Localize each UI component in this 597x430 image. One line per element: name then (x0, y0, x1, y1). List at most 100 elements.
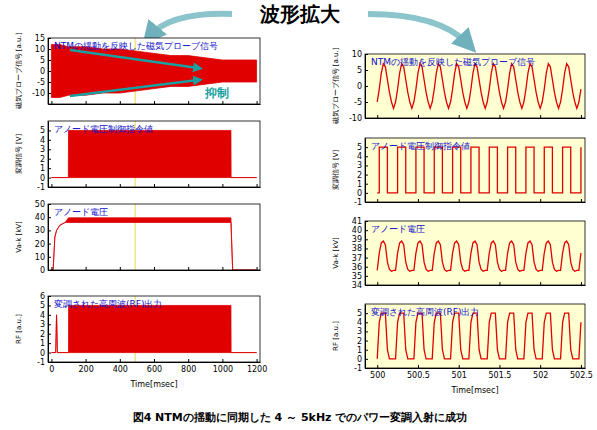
x-tick-mark (459, 115, 460, 118)
y-tick: 5 (40, 301, 51, 310)
y-axis-title: 磁気プローブ信号 [a.u.] (332, 47, 340, 125)
x-tick-mark (581, 115, 582, 118)
y-tick: 5 (357, 66, 368, 75)
y-tick-mark (365, 248, 368, 249)
y-axis: 01020304050 (35, 200, 51, 275)
x-tick (459, 199, 460, 202)
x-tick: 400 (113, 359, 128, 374)
panel-title: アノード電圧 (54, 207, 108, 217)
x-tick-mark (581, 199, 582, 202)
y-tick: 4 (357, 152, 368, 161)
plot-background (48, 38, 260, 104)
y-tick-mark (48, 257, 51, 258)
x-tick-mark (188, 267, 189, 270)
y-tick-label: 4 (357, 318, 362, 327)
y-tick-mark (365, 102, 368, 103)
plot-frame (48, 121, 260, 187)
y-tick-label: 1 (357, 180, 362, 189)
y-tick: -10 (32, 89, 51, 98)
x-tick-mark (581, 365, 582, 368)
x-axis (49, 101, 261, 105)
panel: -1012345500500.5501501.5502502.5変調された高周波… (332, 304, 593, 395)
x-tick (86, 267, 87, 270)
y-tick-mark (48, 168, 51, 169)
y-tick: -10 (349, 114, 368, 123)
x-tick-label: 200 (78, 365, 93, 374)
y-tick-label: -1 (37, 183, 45, 192)
y-tick-label: 20 (35, 240, 45, 249)
x-tick (459, 282, 460, 285)
panel-title: 変調された高周波(RF)出力 (54, 299, 162, 309)
x-tick-mark (222, 184, 223, 187)
signal-line (377, 147, 581, 193)
y-tick-label: 0 (40, 67, 45, 76)
x-tick: 200 (78, 359, 93, 374)
x-tick: 0 (49, 359, 54, 374)
y-tick-label: 5 (40, 301, 45, 310)
plot-background (365, 304, 585, 368)
y-tick-mark (365, 239, 368, 240)
plot-frame (365, 138, 585, 202)
x-axis-line (366, 368, 586, 369)
panel-title: NTMの揺動を反映した磁気プローブ信号 (54, 41, 218, 51)
panel-title: NTMの揺動を反映した磁気プローブ信号 (371, 57, 535, 67)
plot-frame (48, 296, 260, 362)
x-tick-mark (418, 115, 419, 118)
x-tick-mark (120, 101, 121, 104)
y-tick: 0 (357, 355, 368, 364)
x-tick-mark (418, 282, 419, 285)
x-tick (418, 199, 419, 202)
x-axis-title: Time[msec] (129, 380, 177, 389)
x-tick-mark (120, 184, 121, 187)
y-tick: 5 (40, 56, 51, 65)
x-tick (377, 282, 378, 285)
y-axis-title: 磁気プローブ信号 [a.u.] (15, 32, 23, 110)
panel-title: 変調された高周波(RF)出力 (371, 307, 479, 317)
y-tick-label: 2 (40, 155, 45, 164)
x-axis-line (366, 285, 586, 286)
y-tick-label: 2 (357, 337, 362, 346)
y-tick-label: -5 (354, 98, 362, 107)
y-tick: 0 (40, 174, 51, 183)
y-tick: 50 (35, 200, 51, 209)
annotation: 抑制 (204, 86, 229, 100)
y-tick-mark (365, 341, 368, 342)
x-tick-mark (51, 184, 52, 187)
x-axis-line (49, 270, 261, 271)
signal-line (377, 64, 581, 109)
y-tick-mark (365, 230, 368, 231)
panel-title: アノード電圧制御指令値 (54, 124, 153, 134)
x-axis-line (49, 362, 261, 363)
y-tick-mark (48, 230, 51, 231)
x-tick-mark (188, 184, 189, 187)
y-tick: 2 (40, 155, 51, 164)
x-tick-mark (86, 184, 87, 187)
y-axis: 3435363738394041 (352, 217, 368, 290)
x-tick-label: 1200 (247, 365, 267, 374)
y-tick-label: 3 (40, 320, 45, 329)
x-tick (222, 184, 223, 187)
y-axis: -10-5051015 (32, 34, 51, 104)
header: 波形拡大 (259, 2, 341, 26)
y-tick-mark (48, 159, 51, 160)
x-tick (154, 184, 155, 187)
x-tick-mark (188, 101, 189, 104)
y-tick-mark (365, 54, 368, 55)
x-tick-label: 1000 (213, 365, 233, 374)
x-tick-label: 800 (181, 365, 196, 374)
data-area (51, 296, 256, 362)
x-tick-mark (86, 359, 87, 362)
y-tick: 1 (357, 346, 368, 355)
y-axis-title: RF [a.u.] (15, 314, 23, 344)
y-tick: 1 (40, 339, 51, 348)
x-tick: 502.5 (570, 365, 593, 380)
y-tick-mark (48, 93, 51, 94)
y-axis-title: RF [a.u.] (332, 321, 340, 351)
x-tick-mark (418, 199, 419, 202)
y-tick: 35 (352, 272, 368, 281)
y-tick-label: 5 (357, 66, 362, 75)
plot-background (48, 204, 260, 270)
header-arrow-left (150, 14, 232, 36)
signal-line (377, 241, 581, 271)
x-tick-mark (540, 115, 541, 118)
